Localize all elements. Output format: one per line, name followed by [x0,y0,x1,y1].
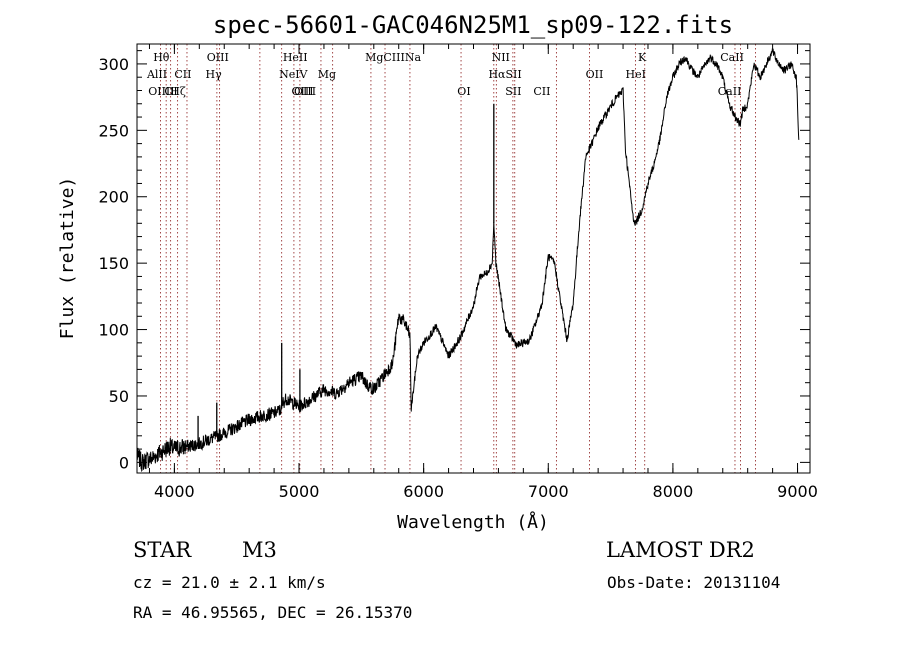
line-label: OII [586,68,604,81]
x-tick-label: 8000 [653,482,694,501]
line-label: OIII [207,51,229,64]
redshift-value: cz = 21.0 ± 2.1 km/s [133,573,326,592]
y-tick-label: 0 [119,453,129,472]
line-label: Hγ [206,68,223,81]
plot-frame [136,43,811,474]
line-label: HeII [283,51,308,64]
line-label: HeI [626,68,646,81]
y-tick-label: 100 [98,321,129,340]
observation-date: Obs-Date: 20131104 [607,573,781,592]
x-tick-label: 5000 [279,482,320,501]
line-label: MgCIIINa [365,51,421,64]
line-label: OI [164,85,177,98]
line-label: NII [492,51,510,64]
y-tick-label: 250 [98,121,129,140]
line-label: OIII [292,85,314,98]
x-axis-label: Wavelength (Å) [397,511,549,533]
object-subclass: M3 [242,538,277,562]
line-label: CII [174,68,191,81]
chart-title: spec-56601-GAC046N25M1_sp09-122.fits [213,11,733,39]
line-label: OIIIHζ [148,85,186,98]
y-tick-label: 200 [98,188,129,207]
x-tick-label: 9000 [777,482,818,501]
line-label: Mg [318,68,336,81]
emission-line-markers [160,44,756,473]
y-tick-label: 50 [109,387,129,406]
line-label: CaII [720,51,744,64]
x-axis: 4000 5000 6000 7000 8000 9000 [148,44,818,501]
line-label: HαSII [488,68,521,81]
y-tick-label: 300 [98,55,129,74]
line-label: K [638,51,647,64]
line-label: OI [457,85,470,98]
line-label: CII [533,85,550,98]
line-label: SII [505,85,521,98]
y-axis: 0 50 100 150 200 250 300 [98,50,810,472]
line-label: OIII [294,85,316,98]
survey-name: LAMOST DR2 [606,538,755,562]
line-label: AlII [146,68,167,81]
y-axis-label: Flux (relative) [57,177,78,340]
spectrum-line [136,48,800,473]
x-tick-label: 6000 [403,482,444,501]
x-tick-label: 7000 [528,482,569,501]
y-tick-label: 150 [98,254,129,273]
spectrum-spikes [197,103,495,445]
x-tick-label: 4000 [154,482,195,501]
line-label: NeIV [279,68,308,81]
object-class: STAR [133,538,192,562]
line-label: CaII [718,85,742,98]
line-label: Hθ [153,51,170,64]
coordinates: RA = 46.95565, DEC = 26.15370 [133,603,413,622]
